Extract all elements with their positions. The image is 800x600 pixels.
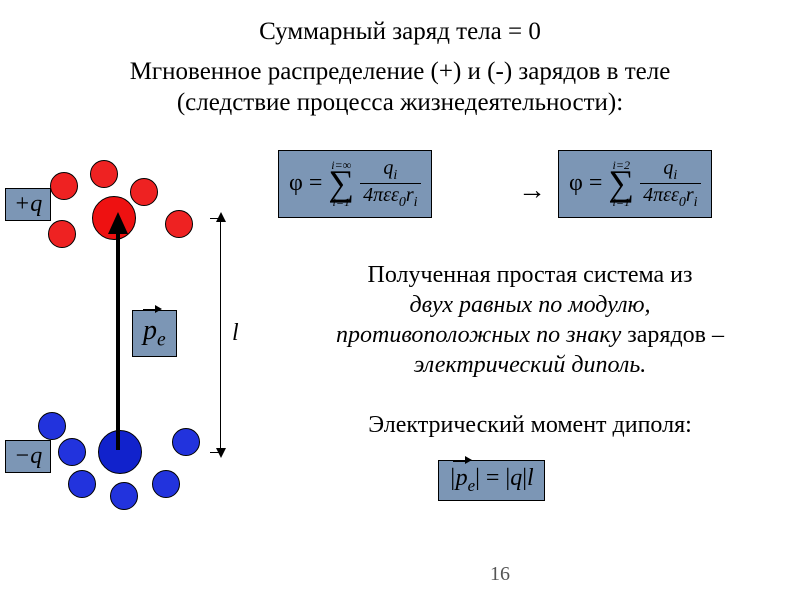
pe-label-p: p bbox=[143, 315, 157, 346]
denominator-pre: 4πεε bbox=[363, 184, 399, 206]
q-symbol: q bbox=[510, 465, 522, 491]
fraction: qi 4πεε0ri bbox=[360, 157, 420, 211]
pe-label: pe bbox=[132, 310, 177, 357]
denominator-r: r bbox=[406, 184, 414, 206]
mid-part: | = | bbox=[475, 465, 510, 491]
slide-title: Суммарный заряд тела = 0 bbox=[0, 18, 800, 46]
phi-symbol: φ bbox=[289, 170, 303, 197]
positive-charge-small bbox=[50, 172, 78, 200]
numerator-q: q bbox=[383, 157, 393, 179]
formula-phi-two: φ = i=2 ∑ i=1 qi 4πεε0ri bbox=[558, 150, 712, 218]
sigma-lower: i=1 bbox=[333, 196, 350, 208]
dipole-moment-text: Электрический момент диполя: bbox=[280, 410, 780, 440]
negative-charge-small bbox=[68, 470, 96, 498]
denominator-sub1: 0 bbox=[399, 195, 406, 210]
sigma-block: i=2 ∑ i=1 bbox=[608, 159, 634, 208]
l-symbol: l bbox=[527, 465, 534, 491]
formula-phi-infinite: φ = i=∞ ∑ i=1 qi 4πεε0ri bbox=[278, 150, 432, 218]
negative-charge-small bbox=[172, 428, 200, 456]
numerator-q: q bbox=[663, 157, 673, 179]
denominator-r: r bbox=[686, 184, 694, 206]
desc-line4: электрический диполь. bbox=[414, 352, 647, 378]
subtitle-line-2: (следствие процесса жизнедеятельности): bbox=[177, 89, 623, 116]
positive-charge-small bbox=[130, 178, 158, 206]
negative-charge-small bbox=[152, 470, 180, 498]
bracket-arrow-up bbox=[216, 212, 226, 222]
desc-line3b: зарядов – bbox=[621, 322, 724, 348]
bracket-vertical bbox=[220, 218, 221, 452]
bracket-arrow-down bbox=[216, 448, 226, 458]
negative-charge-small bbox=[110, 482, 138, 510]
negative-charge-small bbox=[38, 412, 66, 440]
desc-line1: Полученная простая система из bbox=[368, 262, 693, 288]
desc-line2: двух равных по модулю, bbox=[410, 292, 651, 318]
negative-charge-big bbox=[98, 430, 142, 474]
positive-charge-small bbox=[165, 210, 193, 238]
subtitle-line-1: Мгновенное распределение (+) и (-) заряд… bbox=[130, 58, 671, 85]
dipole-diagram: l +q −q pe bbox=[10, 160, 270, 530]
p-symbol: p bbox=[456, 465, 468, 491]
sigma-symbol: ∑ bbox=[608, 171, 634, 196]
positive-charge-small bbox=[48, 220, 76, 248]
equals-sign: = bbox=[309, 170, 323, 197]
desc-line3a: противоположных по знаку bbox=[336, 322, 621, 348]
denominator-sub2: i bbox=[414, 195, 418, 210]
denominator-sub2: i bbox=[694, 195, 698, 210]
phi-symbol: φ bbox=[569, 170, 583, 197]
denominator-pre: 4πεε bbox=[643, 184, 679, 206]
dipole-moment-formula: |pe| = |q|l bbox=[438, 460, 545, 501]
sigma-symbol: ∑ bbox=[328, 171, 354, 196]
dipole-arrow-shaft bbox=[116, 230, 120, 450]
implies-arrow: → bbox=[518, 175, 546, 207]
negative-charge-small bbox=[58, 438, 86, 466]
sigma-block: i=∞ ∑ i=1 bbox=[328, 159, 354, 208]
equals-sign: = bbox=[589, 170, 603, 197]
minus-q-label: −q bbox=[5, 440, 51, 473]
positive-charge-small bbox=[90, 160, 118, 188]
numerator-sub: i bbox=[673, 168, 677, 183]
slide-subtitle: Мгновенное распределение (+) и (-) заряд… bbox=[0, 56, 800, 119]
denominator-sub1: 0 bbox=[679, 195, 686, 210]
pe-label-sub: e bbox=[157, 330, 166, 351]
fraction: qi 4πεε0ri bbox=[640, 157, 700, 211]
length-label: l bbox=[232, 320, 239, 347]
numerator-sub: i bbox=[393, 168, 397, 183]
page-number: 16 bbox=[490, 563, 510, 586]
dipole-arrow-head bbox=[108, 212, 128, 234]
plus-q-label: +q bbox=[5, 188, 51, 221]
abs-open: | bbox=[449, 465, 456, 491]
sigma-lower: i=1 bbox=[613, 196, 630, 208]
p-sub: e bbox=[468, 476, 475, 495]
dipole-description: Полученная простая система из двух равны… bbox=[280, 260, 780, 380]
